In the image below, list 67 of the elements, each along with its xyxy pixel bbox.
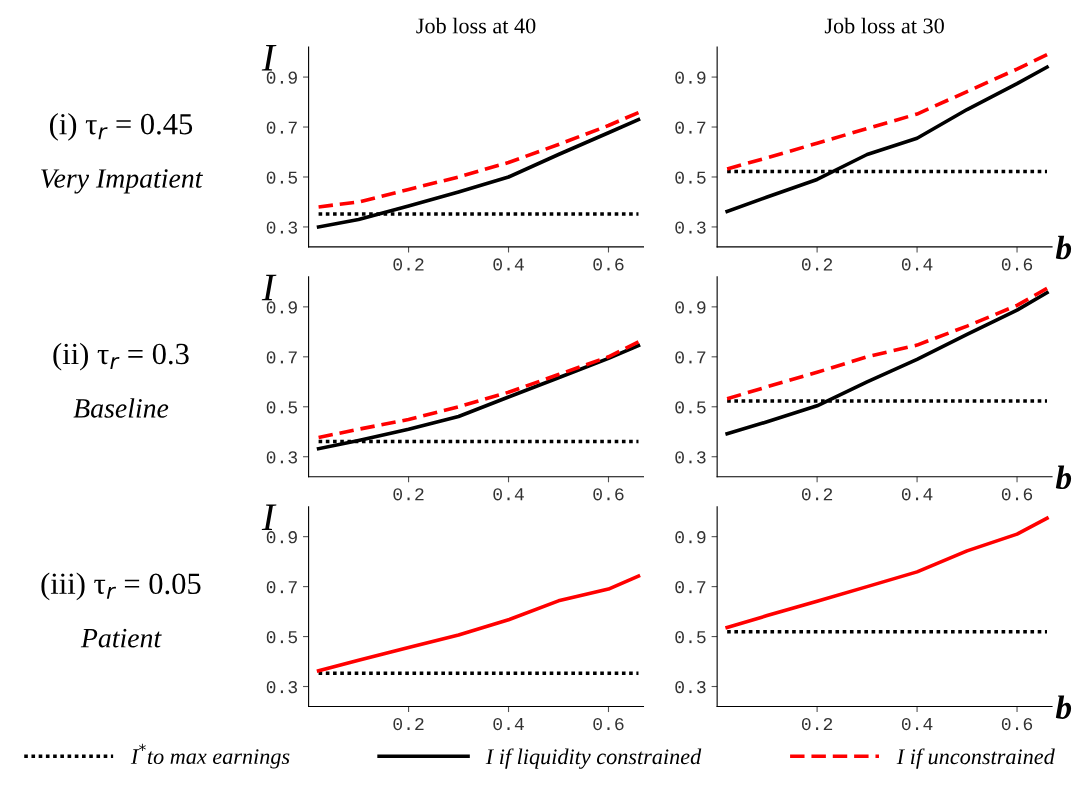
y-tick-label: 0.5 <box>266 171 298 184</box>
text: Baseline <box>73 398 169 418</box>
chart-title: Job loss at 40 <box>416 17 536 34</box>
x-tick-label: 0.6 <box>1001 488 1033 501</box>
y-tick-label: 0.9 <box>266 531 297 544</box>
line-series <box>725 286 1049 401</box>
x-tick-label: 0.6 <box>593 258 624 271</box>
y-tick-label: 0.7 <box>266 581 297 594</box>
x-tick-label: 0.4 <box>493 488 524 501</box>
x-tick-label: 0.4 <box>901 488 933 501</box>
x-tick-label: 0.4 <box>901 258 933 271</box>
legend-label: I$^{*}$to max earnings <box>130 743 290 769</box>
y-tick-label: 0.3 <box>675 680 706 694</box>
x-tick-label: 0.6 <box>1001 258 1033 271</box>
y-tick-label: 0.7 <box>266 121 297 134</box>
x-tick-label: 0.2 <box>393 717 424 731</box>
line-series <box>725 290 1049 436</box>
line-series <box>725 52 1049 171</box>
x-tick-label: 0.2 <box>393 488 424 501</box>
y-tick-label: 0.5 <box>266 631 298 644</box>
y-tick-label: 0.7 <box>675 581 706 594</box>
legend-label: I if liquidity constrained <box>485 748 702 769</box>
y-tick-label: 0.5 <box>266 401 298 414</box>
line-series <box>725 65 1049 214</box>
y-axis-title: I <box>261 504 277 531</box>
y-tick-label: 0.5 <box>675 171 706 184</box>
text: Patient <box>80 628 162 648</box>
x-tick-label: 0.4 <box>901 717 933 731</box>
x-axis-title: b <box>1055 465 1072 490</box>
x-tick-label: 0.2 <box>801 258 833 271</box>
x-axis-title: b <box>1055 695 1072 719</box>
text: (ii) τ$_{r}$ = 0.3 <box>53 342 189 371</box>
x-tick-label: 0.4 <box>493 717 524 731</box>
y-tick-label: 0.7 <box>675 351 706 364</box>
y-tick-label: 0.7 <box>675 121 706 134</box>
line-series <box>316 110 641 209</box>
x-tick-label: 0.2 <box>393 258 424 271</box>
y-tick-label: 0.9 <box>675 531 706 544</box>
x-tick-label: 0.6 <box>593 717 624 731</box>
x-tick-label: 0.2 <box>801 488 833 501</box>
y-tick-label: 0.3 <box>266 221 298 234</box>
y-axis-title: I <box>261 44 277 71</box>
chart-title: Job loss at 30 <box>824 17 944 34</box>
line-series <box>725 516 1049 630</box>
line-series <box>316 574 641 673</box>
line-series <box>316 117 641 229</box>
text: (iii) τ$_{r}$ = 0.05 <box>41 572 201 601</box>
y-tick-label: 0.9 <box>266 301 297 314</box>
x-axis-title: b <box>1055 235 1072 260</box>
x-tick-label: 0.6 <box>1001 717 1033 731</box>
text: Very Impatient <box>41 169 203 194</box>
y-tick-label: 0.9 <box>675 301 706 314</box>
y-tick-label: 0.3 <box>675 221 706 234</box>
y-tick-label: 0.5 <box>675 631 706 644</box>
y-tick-label: 0.3 <box>675 451 706 464</box>
y-axis-title: I <box>261 274 277 301</box>
x-tick-label: 0.6 <box>593 488 624 501</box>
y-tick-label: 0.3 <box>266 451 298 464</box>
y-tick-label: 0.3 <box>266 680 298 694</box>
y-tick-label: 0.5 <box>675 401 706 414</box>
y-tick-label: 0.9 <box>675 71 706 84</box>
y-tick-label: 0.7 <box>266 351 297 364</box>
legend-label: I if unconstrained <box>896 748 1055 769</box>
text: (i) τ$_{r}$ = 0.45 <box>49 112 193 141</box>
x-tick-label: 0.2 <box>801 717 833 731</box>
x-tick-label: 0.4 <box>493 258 524 271</box>
y-tick-label: 0.9 <box>266 71 297 84</box>
